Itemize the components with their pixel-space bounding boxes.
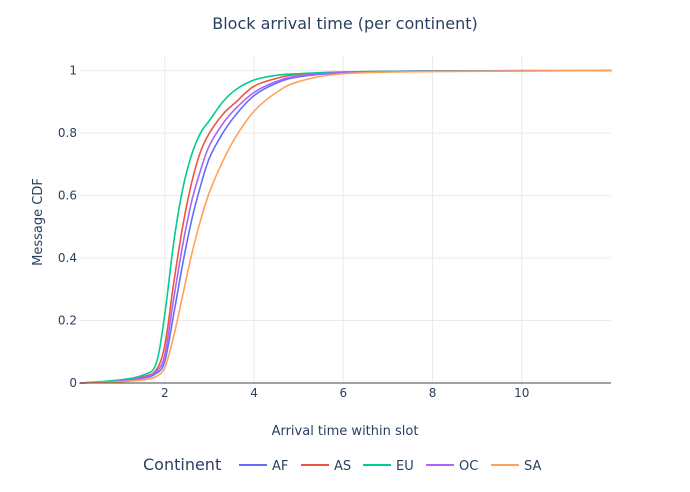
x-tick-label: 4 <box>250 386 258 400</box>
x-axis-title: Arrival time within slot <box>272 424 419 439</box>
legend-title: Continent <box>143 455 221 474</box>
series-line-eu <box>79 69 612 384</box>
x-tick-label: 2 <box>161 386 169 400</box>
legend-label: EU <box>396 459 414 474</box>
series-line-af <box>79 69 612 384</box>
series-line-as <box>79 69 612 384</box>
legend-item-eu: EU <box>363 459 414 474</box>
legend-label: AS <box>334 459 351 474</box>
legend: Continent AF AS EU OC SA <box>143 455 541 474</box>
legend-label: SA <box>524 459 541 474</box>
legend-label: AF <box>272 459 288 474</box>
legend-label: OC <box>459 459 478 474</box>
x-tick-label: 6 <box>339 386 347 400</box>
y-tick-label: 0.8 <box>58 126 77 140</box>
chart-title: Block arrival time (per continent) <box>212 14 478 33</box>
y-tick-label: 0.6 <box>58 189 77 203</box>
series-line-oc <box>79 69 612 384</box>
axes: 2 4 6 8 10 0 0.2 0.4 0.6 0.8 1 <box>58 64 611 400</box>
x-tick-label: 10 <box>514 386 529 400</box>
series-line-sa <box>79 69 612 384</box>
legend-item-sa: SA <box>491 459 541 474</box>
y-tick-label: 0.4 <box>58 251 77 265</box>
y-tick-label: 1 <box>69 64 77 78</box>
legend-item-oc: OC <box>426 459 478 474</box>
y-axis-title: Message CDF <box>31 178 46 266</box>
legend-item-af: AF <box>239 459 288 474</box>
grid <box>80 55 611 383</box>
y-tick-label: 0 <box>69 376 77 390</box>
series-lines <box>79 69 612 384</box>
x-tick-label: 8 <box>429 386 437 400</box>
legend-item-as: AS <box>301 459 351 474</box>
y-tick-label: 0.2 <box>58 314 77 328</box>
